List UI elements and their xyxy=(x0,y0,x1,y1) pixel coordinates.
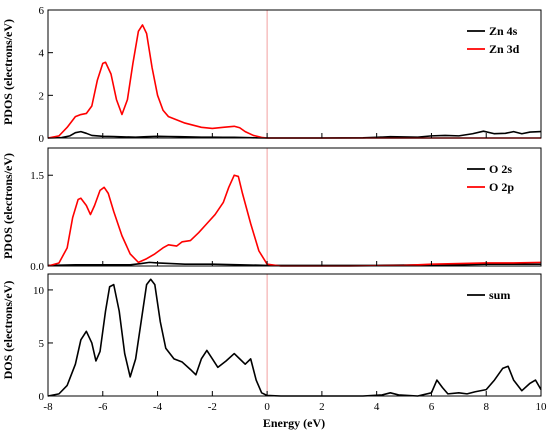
x-tick-label: 4 xyxy=(374,401,380,413)
x-tick-label: 0 xyxy=(264,401,270,413)
panel-2-y-tick-label: 0.0 xyxy=(30,261,44,273)
x-tick-label: 8 xyxy=(483,401,489,413)
panel-1-series-zn-4s-line xyxy=(47,130,542,139)
panel-1-frame xyxy=(47,9,542,139)
panel-3-y-tick-label: 0 xyxy=(39,391,45,403)
x-tick-label: -4 xyxy=(153,401,163,413)
panel-2-frame xyxy=(47,147,542,267)
panel-2-y-tick-label: 1.5 xyxy=(30,170,44,182)
panel-3-series-sum-line xyxy=(47,278,542,397)
panel-2-legend-label: O 2s xyxy=(489,162,512,176)
panel-2-series-o-2p-line xyxy=(47,174,542,267)
panel-3-y-tick-label: 10 xyxy=(33,285,45,297)
panel-1-y-tick-label: 0 xyxy=(39,133,45,145)
panel-2-legend-label: O 2p xyxy=(489,180,514,194)
x-tick-label: -6 xyxy=(98,401,108,413)
x-tick-label: -2 xyxy=(208,401,217,413)
panel-1-legend-label: Zn 3d xyxy=(489,42,520,56)
x-tick-label: 6 xyxy=(429,401,435,413)
panel-1-y-tick-label: 4 xyxy=(39,48,45,60)
x-axis-label: Energy (eV) xyxy=(263,416,325,430)
panel-3-y-axis-label: DOS (electrons/eV) xyxy=(1,281,15,380)
panel-3-frame xyxy=(47,273,542,397)
x-tick-label: -8 xyxy=(43,401,53,413)
panel-3-y-tick-label: 5 xyxy=(39,338,45,350)
panel-3-legend-label: sum xyxy=(489,288,510,302)
panel-1-legend-label: Zn 4s xyxy=(489,24,518,38)
x-tick-label: 2 xyxy=(319,401,325,413)
panel-1-y-axis-label: PDOS (electrons/eV) xyxy=(1,19,15,125)
x-tick-label: 10 xyxy=(536,401,548,413)
panel-1-y-tick-label: 6 xyxy=(39,5,45,17)
panel-2-y-axis-label: PDOS (electrons/eV) xyxy=(1,153,15,259)
panel-1-series-zn-3d-line xyxy=(47,24,541,139)
panel-1-y-tick-label: 2 xyxy=(39,90,45,102)
